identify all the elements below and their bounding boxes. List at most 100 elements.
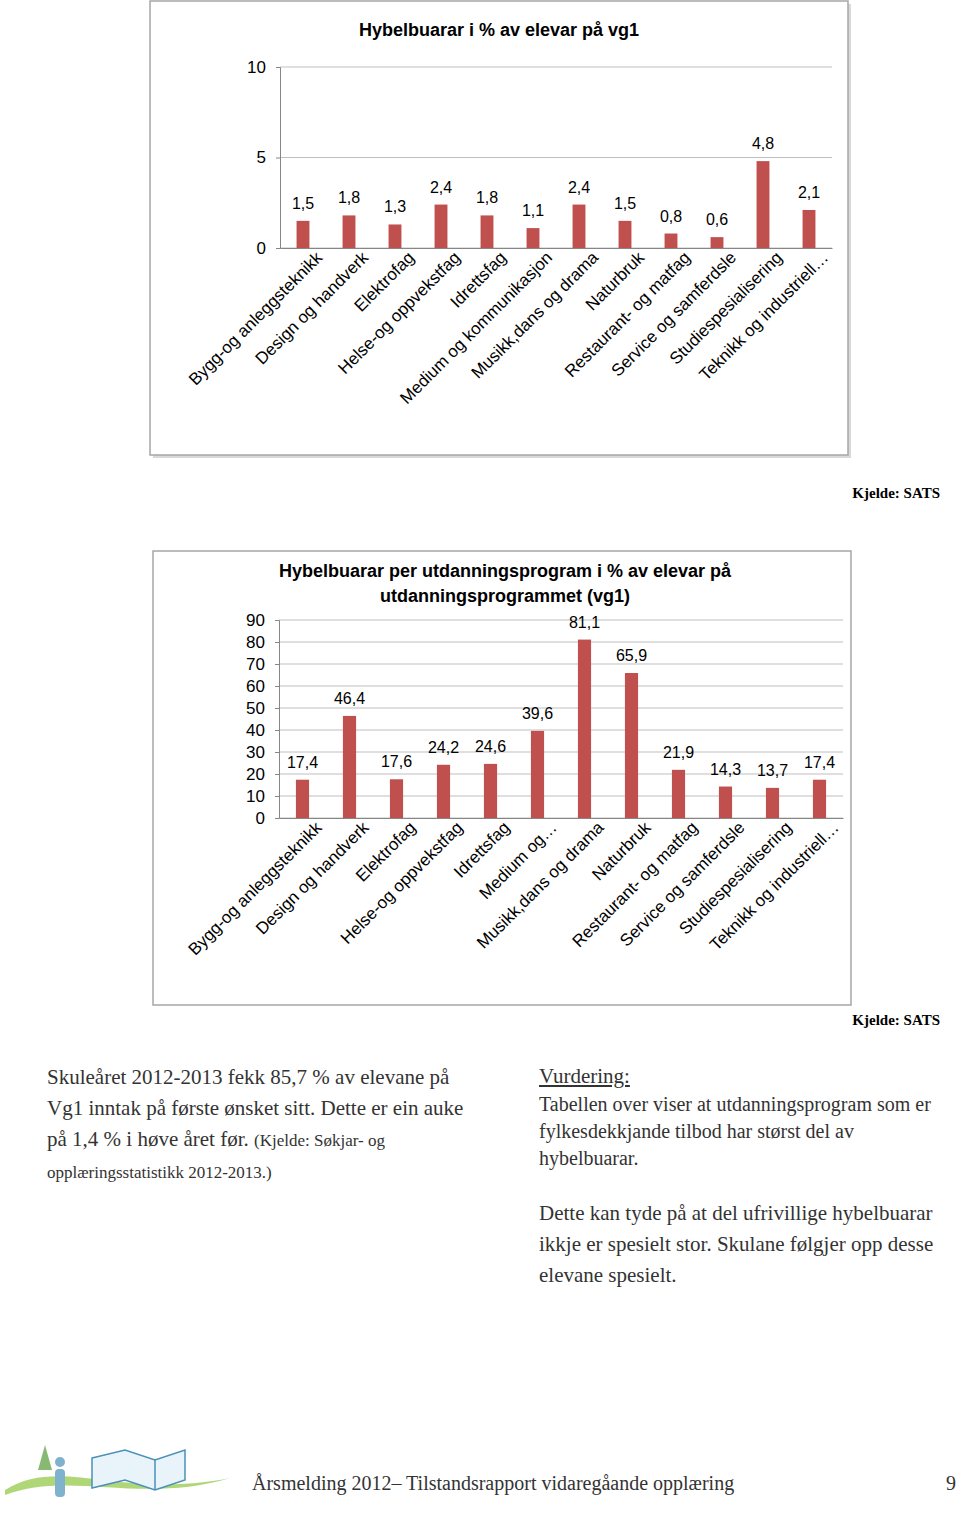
data-label: 2,4 (568, 179, 590, 196)
grid-line (279, 796, 843, 797)
bar (711, 237, 724, 248)
assessment-heading: Vurdering: (539, 1064, 630, 1089)
y-tick-mark (275, 620, 279, 621)
data-label: 1,8 (338, 189, 360, 206)
title-line: Hybelbuarar per utdanningsprogram i % av… (279, 561, 732, 581)
bar (672, 770, 685, 818)
x-axis-line (280, 818, 844, 819)
y-tick-label: 0 (257, 239, 266, 258)
footer-title: Årsmelding 2012– Tilstandsrapport vidare… (252, 1472, 734, 1495)
y-tick-label: 5 (257, 148, 266, 167)
logo-book (92, 1450, 185, 1490)
y-tick-label: 30 (246, 743, 265, 762)
data-label: 39,6 (522, 705, 553, 722)
grid-line (279, 730, 843, 731)
y-tick-label: 50 (246, 699, 265, 718)
data-label: 24,6 (475, 738, 506, 755)
grid-line (280, 248, 832, 249)
grid-line (279, 642, 843, 643)
chart: 0 10 20 30 40 50 60 70 80 90 Bygg-og anleggsteknik… (153, 551, 851, 1005)
y-tick: 70 (246, 655, 279, 674)
bar (481, 215, 494, 248)
y-tick-label: 10 (247, 58, 266, 77)
y-tick-mark (275, 774, 279, 775)
data-label: 0,6 (706, 211, 728, 228)
bar (435, 205, 448, 248)
bar (813, 780, 826, 818)
grid-line (279, 708, 843, 709)
bar (389, 224, 402, 248)
data-label: 1,5 (292, 195, 314, 212)
y-tick-mark (275, 752, 279, 753)
title-line: utdanningsprogrammet (vg1) (380, 586, 630, 606)
y-tick-mark (275, 708, 279, 709)
page-svg: 0 5 10 Bygg-og anleggsteknikkDesign og hand… (0, 0, 960, 1514)
bar (803, 210, 816, 248)
data-label: 4,8 (752, 135, 774, 152)
y-tick-mark (275, 796, 279, 797)
bar (573, 205, 586, 248)
bar (296, 780, 309, 818)
data-label: 17,4 (804, 754, 835, 771)
data-label: 17,4 (287, 754, 318, 771)
page-number: 9 (946, 1472, 956, 1494)
y-tick-mark (275, 818, 279, 819)
bar (531, 731, 544, 818)
data-label: 17,6 (381, 753, 412, 770)
data-labels: 17,446,417,624,224,639,681,165,921,914,3… (287, 614, 835, 779)
y-tick-label: 70 (246, 655, 265, 674)
y-tick: 90 (246, 611, 279, 630)
y-tick: 0 (256, 809, 279, 828)
y-tick: 80 (246, 633, 279, 652)
x-axis: Bygg-og anleggsteknikkDesign og handverk… (185, 818, 844, 959)
y-tick-label: 80 (246, 633, 265, 652)
x-axis-line (281, 248, 833, 249)
bar (719, 787, 732, 818)
bars (297, 161, 816, 248)
y-tick-label: 40 (246, 721, 265, 740)
bar (766, 788, 779, 818)
y-tick: 5 (257, 148, 280, 167)
y-tick: 60 (246, 677, 279, 696)
bar (297, 221, 310, 248)
bar (484, 764, 497, 818)
y-tick-label: 0 (256, 809, 265, 828)
chart-title: Hybelbuarar i % av elevar på vg1 (359, 20, 639, 40)
x-tick-label: Helse-og oppvekstfag (337, 818, 467, 948)
y-tick: 30 (246, 743, 279, 762)
logo-tree (38, 1445, 52, 1470)
bar (527, 228, 540, 248)
grid (279, 620, 843, 818)
bar (665, 234, 678, 248)
data-label: 1,1 (522, 202, 544, 219)
grid-line (279, 686, 843, 687)
y-tick-label: 10 (246, 787, 265, 806)
bar (578, 640, 591, 818)
y-tick-mark (275, 664, 279, 665)
y-tick: 20 (246, 765, 279, 784)
bar (343, 215, 356, 248)
bar (619, 221, 632, 248)
data-label: 13,7 (757, 762, 788, 779)
data-label: 65,9 (616, 647, 647, 664)
y-tick-mark (275, 642, 279, 643)
y-tick-mark (276, 158, 280, 159)
bar (390, 779, 403, 818)
data-label: 81,1 (569, 614, 600, 631)
grid-line (279, 818, 843, 819)
y-tick: 0 (257, 239, 280, 258)
grid-line (279, 664, 843, 665)
assessment-text: Dette kan tyde på at del ufrivillige hyb… (539, 1198, 939, 1291)
y-axis: 0 10 20 30 40 50 60 70 80 90 (246, 611, 279, 828)
y-tick-mark (275, 686, 279, 687)
logo-book-spine (154, 1460, 156, 1490)
y-axis-line (275, 621, 280, 819)
logo-figure (55, 1457, 65, 1467)
y-tick: 10 (246, 787, 279, 806)
y-axis: 0 5 10 (247, 58, 280, 258)
y-tick: 10 (247, 58, 280, 77)
bar (437, 765, 450, 818)
x-axis: Bygg-og anleggsteknikkDesign og handverk… (185, 248, 832, 408)
grid-line (280, 157, 832, 158)
y-axis-line (276, 68, 281, 249)
